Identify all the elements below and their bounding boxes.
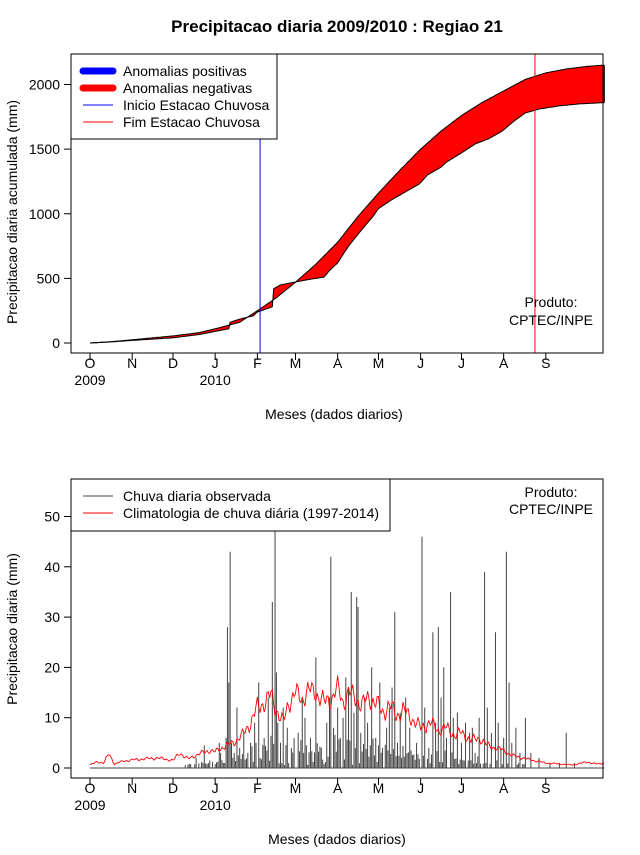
year-label: 2009	[74, 372, 105, 388]
x-tick-label: F	[253, 355, 262, 371]
y-axis-bottom: 0 10 20 30 40 50	[44, 509, 72, 776]
x-tick-label: D	[168, 780, 178, 796]
x-tick-label: F	[253, 780, 262, 796]
x-tick-label: O	[85, 355, 96, 371]
climatology-cumulative-line	[89, 64, 605, 344]
y-axis: 0 500 1000 1500 2000	[29, 77, 72, 351]
x-axis: O N D J F M A M J J A S 2009 2010	[74, 352, 550, 388]
x-tick-label: N	[127, 780, 137, 796]
legend: Anomalias positivas Anomalias negativas …	[70, 53, 278, 140]
x-tick-label: J	[212, 780, 219, 796]
observed-cumulative-line	[89, 102, 605, 344]
x-tick-label: D	[168, 355, 178, 371]
product-source: CPTEC/INPE	[509, 312, 593, 328]
legend-label-positive: Anomalias positivas	[123, 63, 247, 79]
x-tick-label: M	[373, 780, 385, 796]
x-tick-label: J	[212, 355, 219, 371]
x-tick-label: J	[458, 355, 465, 371]
legend-label-end: Fim Estacao Chuvosa	[123, 114, 260, 130]
x-tick-label: O	[85, 780, 96, 796]
chart-title: Precipitacao diaria 2009/2010 : Regiao 2…	[171, 17, 503, 36]
x-axis-label: Meses (dados diarios)	[265, 406, 403, 422]
x-tick-label: M	[290, 355, 302, 371]
x-tick-label: J	[417, 355, 424, 371]
x-axis-label-bottom: Meses (dados diarios)	[268, 831, 406, 847]
y-tick-label: 50	[44, 509, 60, 525]
cumulative-data-layer	[89, 64, 605, 344]
x-tick-label: J	[458, 780, 465, 796]
y-tick-label: 40	[44, 559, 60, 575]
y-tick-label: 0	[52, 335, 60, 351]
year-label: 2010	[200, 797, 231, 813]
y-tick-label: 20	[44, 659, 60, 675]
x-tick-label: S	[541, 780, 550, 796]
y-axis-label-bottom: Precipitacao diaria (mm)	[4, 553, 20, 705]
negative-anomaly-area	[90, 65, 605, 343]
legend-label-observed: Chuva diaria observada	[123, 488, 271, 504]
y-tick-label: 1000	[29, 206, 60, 222]
daily-data-layer	[89, 481, 605, 769]
x-tick-label: A	[499, 780, 509, 796]
x-axis-bottom: O N D J F M A M J J A S 2009 2010	[74, 777, 550, 813]
product-label-bottom: Produto:	[525, 484, 578, 500]
legend-label-negative: Anomalias negativas	[123, 80, 252, 96]
product-source-bottom: CPTEC/INPE	[509, 501, 593, 517]
y-tick-label: 500	[37, 270, 61, 286]
daily-precipitation-chart: 0 10 20 30 40 50 O N D J F M A M J J A S 2009 2010 Meses (…	[4, 478, 605, 847]
x-tick-label: A	[499, 355, 509, 371]
x-tick-label: M	[373, 355, 385, 371]
year-label: 2010	[200, 372, 231, 388]
y-tick-label: 0	[52, 760, 60, 776]
legend-bottom: Chuva diaria observada Climatologia de c…	[70, 478, 391, 532]
y-axis-label: Precipitacao diaria acumulada (mm)	[4, 100, 20, 324]
climatology-line	[89, 675, 605, 766]
cumulative-precipitation-chart: Precipitacao diaria 2009/2010 : Regiao 2…	[4, 17, 605, 422]
y-tick-label: 30	[44, 609, 60, 625]
legend-label-climatology: Climatologia de chuva diária (1997-2014)	[123, 505, 379, 521]
x-tick-label: A	[333, 355, 343, 371]
y-tick-label: 1500	[29, 141, 60, 157]
x-tick-label: A	[333, 780, 343, 796]
y-tick-label: 2000	[29, 77, 60, 93]
x-tick-label: N	[127, 355, 137, 371]
x-tick-label: J	[417, 780, 424, 796]
y-tick-label: 10	[44, 710, 60, 726]
legend-label-onset: Inicio Estacao Chuvosa	[123, 97, 270, 113]
product-label: Produto:	[525, 294, 578, 310]
x-tick-label: M	[290, 780, 302, 796]
year-label: 2009	[74, 797, 105, 813]
x-tick-label: S	[541, 355, 550, 371]
legend-box-bottom	[70, 478, 391, 532]
